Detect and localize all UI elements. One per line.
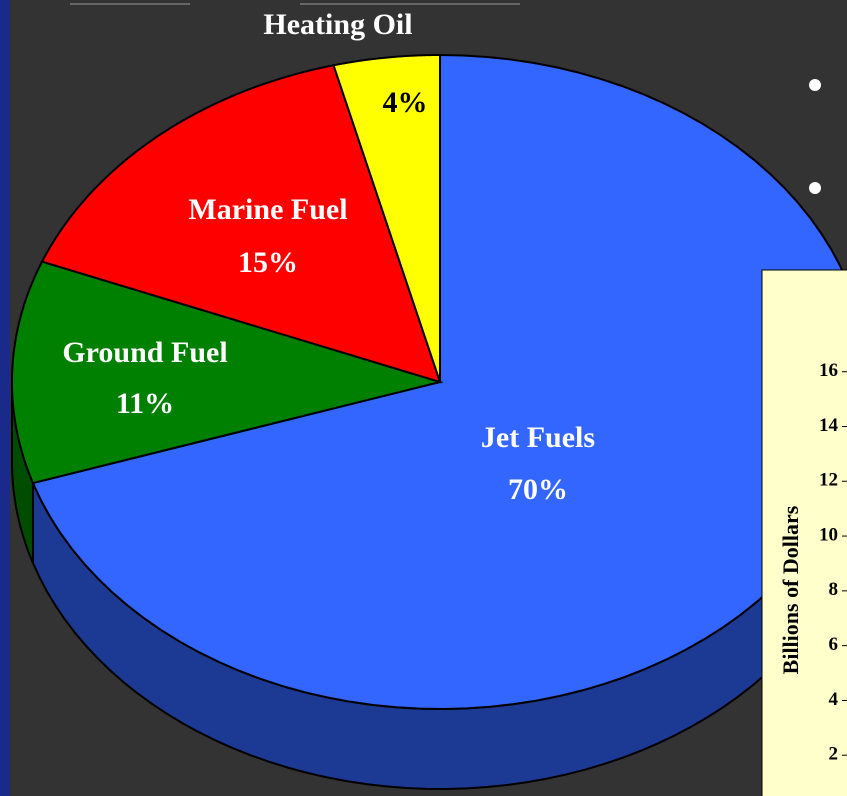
y-tick-label: 10 [819, 524, 838, 545]
y-tick-label: 2 [829, 744, 839, 765]
pie-slice [11, 260, 444, 485]
y-tick-label: 12 [819, 470, 838, 491]
slice-label: Marine Fuel [188, 193, 347, 226]
bullet [809, 79, 821, 91]
slice-label: Ground Fuel [62, 336, 227, 369]
left-strip [0, 0, 10, 796]
pie-slice [332, 53, 441, 383]
pie-slice [40, 64, 442, 384]
y-tick-label: 16 [819, 360, 838, 381]
pie-chart: Jet Fuels 70% Ground Fuel 11% Marine Fuel 15%… [11, 8, 847, 790]
y-tick-label: 6 [829, 634, 839, 655]
slice-value-label: 11% [116, 387, 174, 420]
slice-value-label: 4% [383, 86, 428, 119]
y-axis-label: Billions of Dollars [778, 505, 803, 674]
slice-label: Jet Fuels [481, 421, 595, 454]
y-tick-label: 14 [819, 415, 839, 436]
bar-chart: Billions of Dollars 2 4 6 8 10 12 14 16 [761, 269, 847, 796]
slice-value-label: 70% [508, 473, 568, 506]
slice-label: Heating Oil [263, 8, 412, 41]
y-tick-label: 4 [829, 689, 839, 710]
y-tick-label: 8 [829, 579, 839, 600]
bullet [809, 182, 821, 194]
plot-panel [761, 269, 847, 796]
slice-value-label: 15% [238, 246, 298, 279]
